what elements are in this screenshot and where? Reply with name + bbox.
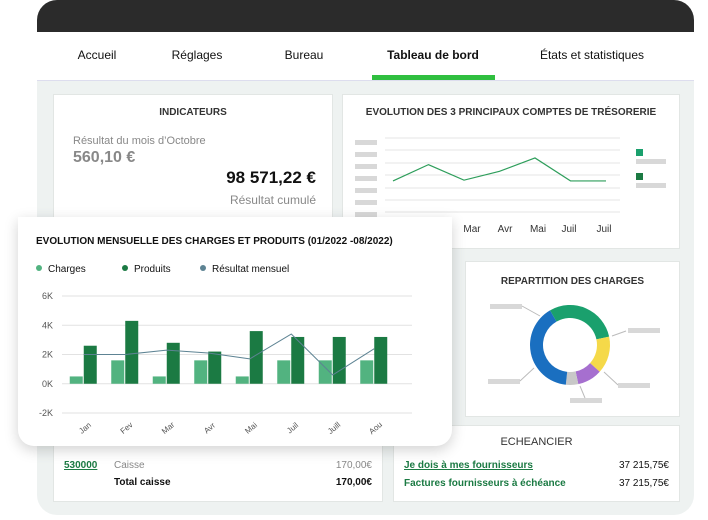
nav-tab[interactable]: Bureau [284, 48, 324, 62]
x-tick-label: Avr [498, 224, 513, 235]
amount: 37 215,75€ [618, 460, 669, 471]
card-title: EVOLUTION DES 3 PRINCIPAUX COMPTES DE TR… [365, 107, 657, 118]
nav-tab[interactable]: États et statistiques [539, 48, 645, 62]
leader-lines [519, 305, 627, 399]
card-title: ECHEANCIER [500, 436, 573, 448]
treasury-line [392, 157, 606, 182]
legend-label: Produits [134, 264, 171, 275]
legend-label: Charges [48, 264, 86, 275]
bar [111, 360, 125, 384]
value: 560,10 € [73, 149, 136, 166]
label: Résultat du mois d’Octobre [73, 135, 206, 147]
x-tick-label: Mar [160, 420, 177, 436]
x-tick-label: Aou [367, 420, 384, 436]
donut-segment [530, 310, 568, 385]
link[interactable]: Factures fournisseurs à échéance [404, 478, 566, 489]
charges-card: REPARTITION DES CHARGES [465, 261, 680, 417]
amount: 37 215,75€ [618, 478, 669, 489]
x-tick-label: Avr [202, 421, 217, 436]
top-bar [37, 0, 694, 32]
bar [208, 351, 222, 384]
x-tick-label: Mai [530, 224, 546, 235]
x-tick-label: Juil [285, 421, 300, 436]
y-tick-label: -2K [39, 408, 53, 418]
donut-segment [575, 363, 600, 385]
amount: 170,00€ [335, 477, 372, 488]
bar [360, 360, 374, 384]
account-link[interactable]: 530000 [64, 460, 98, 471]
donut-segment [590, 336, 610, 372]
amount: 170,00€ [335, 460, 372, 471]
nav-tab[interactable]: Tableau de bord [387, 48, 479, 62]
x-tick-label: Juil [561, 224, 576, 235]
active-underline [372, 75, 495, 80]
donut-segment [565, 371, 579, 385]
x-tick-label: Mar [463, 224, 481, 235]
nav-tab[interactable]: Accueil [77, 48, 117, 62]
x-tick-label: Jan [77, 420, 93, 435]
bar [332, 336, 346, 384]
y-tick-label: 0K [42, 379, 53, 389]
label: Caisse [114, 460, 145, 471]
bar [277, 360, 291, 384]
bar [374, 336, 388, 384]
bar [291, 336, 305, 384]
legend-dot [36, 265, 42, 271]
placeholders [355, 140, 666, 403]
cash-card: 530000 Caisse 170,00€ Total caisse 170,0… [53, 440, 383, 502]
x-tick-label: Fev [119, 420, 135, 435]
bar [318, 360, 332, 384]
x-tick-label: Mai [243, 420, 259, 435]
y-tick-label: 4K [42, 320, 53, 330]
bar [125, 320, 139, 384]
x-tick-label: Juil [596, 224, 611, 235]
chart-title: EVOLUTION MENSUELLE DES CHARGES ET PRODU… [36, 236, 393, 247]
bar [83, 345, 97, 384]
legend-swatch [636, 149, 643, 156]
bar [194, 360, 208, 384]
link[interactable]: Je dois à mes fournisseurs [404, 460, 533, 471]
y-tick-label: 6K [42, 291, 53, 301]
legend-dot [200, 265, 206, 271]
card-title: REPARTITION DES CHARGES [500, 276, 645, 287]
card-title: INDICATEURS [159, 107, 227, 118]
x-tick-label: Juill [326, 420, 343, 436]
legend-swatch [636, 173, 643, 180]
bar [69, 376, 83, 384]
bar [235, 376, 249, 384]
bar [152, 376, 166, 384]
legend-label: Résultat mensuel [212, 264, 289, 275]
bar [166, 342, 180, 384]
y-tick-label: 2K [42, 350, 53, 360]
nav-tab[interactable]: Réglages [171, 48, 223, 62]
main-chart-card [18, 217, 452, 446]
result-line [83, 333, 375, 376]
nav-bar: Accueil Réglages Bureau Tableau de bord État… [37, 32, 694, 81]
value: 98 571,22 € [226, 168, 316, 187]
legend-dot [122, 265, 128, 271]
label: Total caisse [114, 477, 171, 488]
donut-segment [550, 305, 610, 340]
label: Résultat cumulé [229, 193, 316, 207]
bar [249, 331, 263, 384]
